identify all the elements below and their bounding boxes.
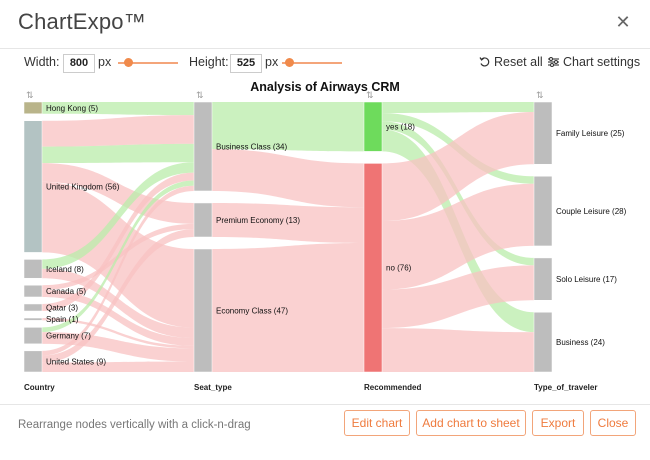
node-yes[interactable] [363, 101, 383, 152]
node-label-fl: Family Leisure (25) [556, 129, 625, 138]
reset-icon [479, 57, 490, 67]
node-label-sl: Solo Leisure (17) [556, 275, 617, 284]
link-us-ec-no[interactable] [42, 361, 194, 372]
reorder-icon-stage-2[interactable]: ⇅ [366, 90, 374, 100]
link-ec-no-no[interactable] [212, 243, 364, 372]
height-label: Height: [189, 55, 229, 69]
chart-settings-button[interactable]: Chart settings [547, 55, 640, 69]
reorder-icon-stage-1[interactable]: ⇅ [196, 90, 204, 100]
add-chart-to-sheet-button[interactable]: Add chart to sheet [416, 410, 526, 436]
node-sl[interactable] [533, 257, 553, 301]
reorder-icon-stage-0[interactable]: ⇅ [26, 90, 34, 100]
stage-label-1: Seat_type [194, 383, 232, 392]
dialog-header: ChartExpo™ ✕ [0, 0, 650, 49]
close-button[interactable]: Close [590, 410, 636, 436]
height-slider-track[interactable] [282, 62, 342, 64]
link-us-bc-no[interactable] [42, 185, 194, 356]
node-label-yes: yes (18) [386, 123, 415, 132]
node-label-pe: Premium Economy (13) [216, 216, 300, 225]
reset-all-button[interactable]: Reset all [479, 55, 543, 69]
link-hk-bc-yes[interactable] [42, 102, 194, 116]
node-label-ic: Iceland (8) [46, 265, 84, 274]
link-uk-bc-no[interactable] [42, 115, 194, 147]
width-input[interactable]: 800 [63, 54, 95, 73]
link-no-cl-no[interactable] [382, 183, 534, 290]
width-slider-handle[interactable] [124, 58, 133, 67]
stage-label-2: Recommended [364, 383, 421, 392]
node-label-no: no (76) [386, 264, 412, 273]
node-label-ca: Canada (5) [46, 287, 86, 296]
node-fl[interactable] [533, 101, 553, 165]
chart-title: Analysis of Airways CRM [250, 80, 400, 94]
node-ic[interactable] [23, 259, 43, 279]
node-label-us: United States (9) [46, 357, 106, 366]
stage-label-3: Type_of_traveler [534, 383, 597, 392]
width-slider-track[interactable] [118, 62, 178, 64]
height-unit: px [265, 55, 279, 69]
width-unit: px [98, 55, 112, 69]
link-pe-no-no[interactable] [212, 202, 364, 243]
link-yes-fl-yes[interactable] [382, 102, 534, 113]
node-us[interactable] [23, 350, 43, 373]
close-icon[interactable]: ✕ [615, 12, 631, 32]
node-label-cl: Couple Leisure (28) [556, 207, 627, 216]
sliders-icon [548, 57, 559, 67]
link-sp-ec-no[interactable] [42, 318, 194, 349]
link-ic-ec-no[interactable] [42, 268, 194, 338]
sankey-labels: Hong Kong (5) United Kingdom (56) Iceland … [24, 90, 627, 392]
link-ge-ec-no[interactable] [42, 332, 194, 362]
link-ge-bc-yes[interactable] [42, 180, 194, 333]
dialog-footer: Rearrange nodes vertically with a click-… [0, 404, 650, 460]
drag-hint: Rearrange nodes vertically with a click-… [18, 419, 251, 431]
node-uk[interactable] [23, 120, 43, 253]
node-label-uk: United Kingdom (56) [46, 183, 120, 192]
node-hk[interactable] [23, 101, 43, 115]
reorder-icon-stage-3[interactable]: ⇅ [536, 90, 544, 100]
size-controls: Width: 800 px Height: 525 px Reset all [0, 50, 650, 76]
node-label-qa: Qatar (3) [46, 304, 78, 313]
link-no-bu-no[interactable] [382, 328, 534, 372]
node-bc[interactable] [193, 101, 213, 192]
link-no-fl-no[interactable] [382, 111, 534, 222]
link-ca-ec-no[interactable] [42, 289, 194, 346]
node-label-ge: Germany (7) [46, 332, 91, 341]
link-uk-pe-no[interactable] [42, 163, 194, 224]
node-ge[interactable] [23, 327, 43, 345]
export-button[interactable]: Export [532, 410, 584, 436]
node-label-bu: Business (24) [556, 338, 605, 347]
node-cl[interactable] [533, 175, 553, 247]
stage-label-0: Country [24, 383, 55, 392]
link-ic-bc-yes[interactable] [42, 162, 194, 269]
node-label-sp: Spain (1) [46, 315, 79, 324]
reset-all-label: Reset all [494, 55, 543, 69]
node-label-bc: Business Class (34) [216, 142, 287, 151]
node-qa[interactable] [23, 303, 43, 312]
link-yes-sl-yes[interactable] [382, 121, 534, 266]
app-title: ChartExpo™ [18, 9, 146, 34]
sankey-chart: Hong Kong (5) United Kingdom (56) Iceland … [23, 90, 627, 392]
sankey-nodes [23, 101, 553, 373]
sankey-links [42, 102, 534, 372]
node-sp[interactable] [23, 317, 43, 321]
node-no[interactable] [363, 163, 383, 373]
width-label: Width: [24, 55, 60, 69]
height-slider-handle[interactable] [285, 58, 294, 67]
link-bc-no-no[interactable] [212, 149, 364, 208]
link-bc-yes-yes[interactable] [212, 102, 364, 152]
node-bu[interactable] [533, 312, 553, 373]
node-ca[interactable] [23, 284, 43, 298]
link-no-sl-no[interactable] [382, 265, 534, 329]
node-label-ec: Economy Class (47) [216, 307, 288, 316]
link-us-pe-no[interactable] [42, 229, 194, 363]
node-ec[interactable] [193, 248, 213, 373]
chart-settings-label: Chart settings [563, 55, 641, 69]
node-label-hk: Hong Kong (5) [46, 104, 98, 113]
node-pe[interactable] [193, 202, 213, 238]
height-input[interactable]: 525 [230, 54, 262, 73]
link-uk-bc-yes[interactable] [42, 143, 194, 164]
edit-chart-button[interactable]: Edit chart [344, 410, 410, 436]
link-qa-bc-no[interactable] [42, 172, 194, 312]
